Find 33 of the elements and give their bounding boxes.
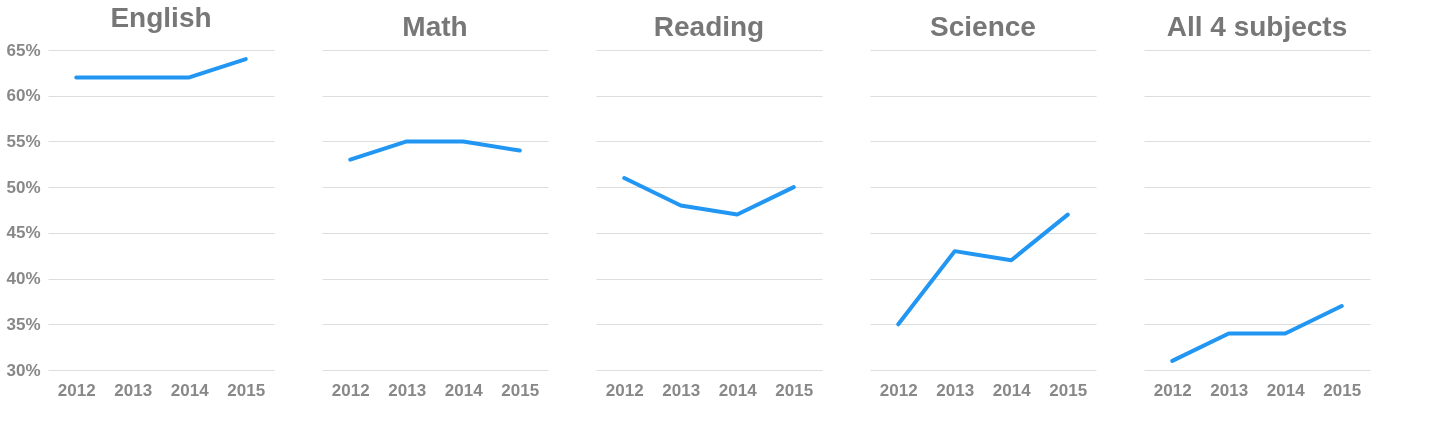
chart-title: Math bbox=[402, 11, 468, 42]
y-tick-label: 30% bbox=[6, 360, 41, 380]
y-tick-label: 45% bbox=[6, 223, 41, 243]
x-tick-label: 2012 bbox=[331, 380, 370, 400]
x-tick-label: 2013 bbox=[662, 380, 701, 400]
chart-title: All 4 subjects bbox=[1166, 11, 1348, 42]
chart-title: English bbox=[110, 2, 212, 33]
x-tick-label: 2014 bbox=[170, 380, 210, 400]
x-tick-label: 2015 bbox=[1323, 380, 1362, 400]
x-tick-label: 2012 bbox=[57, 380, 96, 400]
y-tick-label: 60% bbox=[6, 86, 41, 106]
x-tick-label: 2015 bbox=[227, 380, 266, 400]
y-tick-label: 40% bbox=[6, 269, 41, 289]
x-tick-label: 2012 bbox=[605, 380, 644, 400]
x-tick-label: 2013 bbox=[114, 380, 153, 400]
x-tick-label: 2014 bbox=[1266, 380, 1306, 400]
x-tick-label: 2012 bbox=[1153, 380, 1192, 400]
x-tick-label: 2013 bbox=[388, 380, 427, 400]
chart-title: Science bbox=[930, 11, 1036, 42]
x-tick-label: 2013 bbox=[1210, 380, 1249, 400]
x-tick-label: 2014 bbox=[444, 380, 484, 400]
x-tick-label: 2015 bbox=[1049, 380, 1088, 400]
x-tick-label: 2014 bbox=[718, 380, 758, 400]
y-tick-label: 55% bbox=[6, 131, 41, 151]
y-tick-label: 50% bbox=[6, 177, 41, 197]
x-tick-label: 2015 bbox=[775, 380, 814, 400]
x-tick-label: 2013 bbox=[936, 380, 975, 400]
x-tick-label: 2015 bbox=[501, 380, 540, 400]
x-tick-label: 2012 bbox=[879, 380, 918, 400]
y-tick-label: 65% bbox=[6, 40, 41, 60]
chart-title: Reading bbox=[653, 11, 765, 42]
x-tick-label: 2014 bbox=[992, 380, 1032, 400]
y-tick-label: 35% bbox=[6, 314, 41, 334]
